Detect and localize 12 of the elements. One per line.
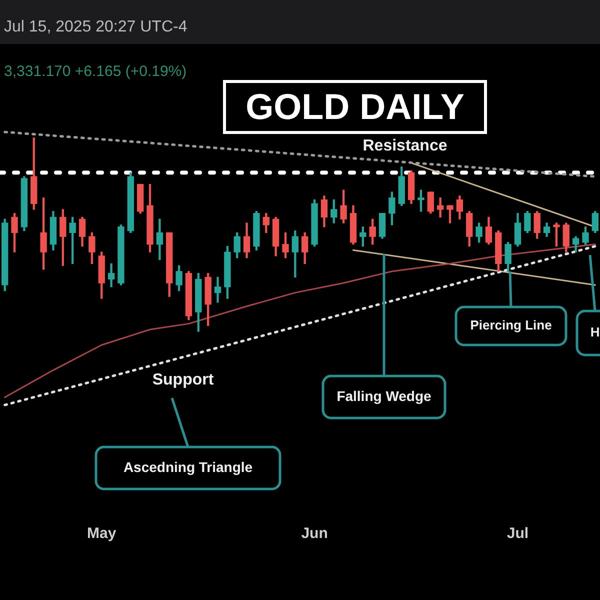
annotation: Piercing Line — [470, 318, 552, 333]
x-tick-label: May — [87, 525, 117, 542]
text: Ascedning Triangle — [123, 458, 253, 475]
text: Support — [152, 371, 214, 388]
chart-subtitle: Jul 15, 2025 20:27 UTC-4 — [4, 18, 188, 36]
annotation: Falling Wedge — [336, 388, 432, 404]
x-tick-label: Jun — [301, 525, 328, 542]
x-tick-label: Jul — [506, 525, 529, 542]
annotation: Resistance — [362, 137, 448, 154]
chart-title: GOLD DAILY — [223, 80, 487, 134]
text: 3,331.170 +6.165 (+0.19%) — [4, 63, 187, 80]
annotation: H — [590, 324, 600, 340]
